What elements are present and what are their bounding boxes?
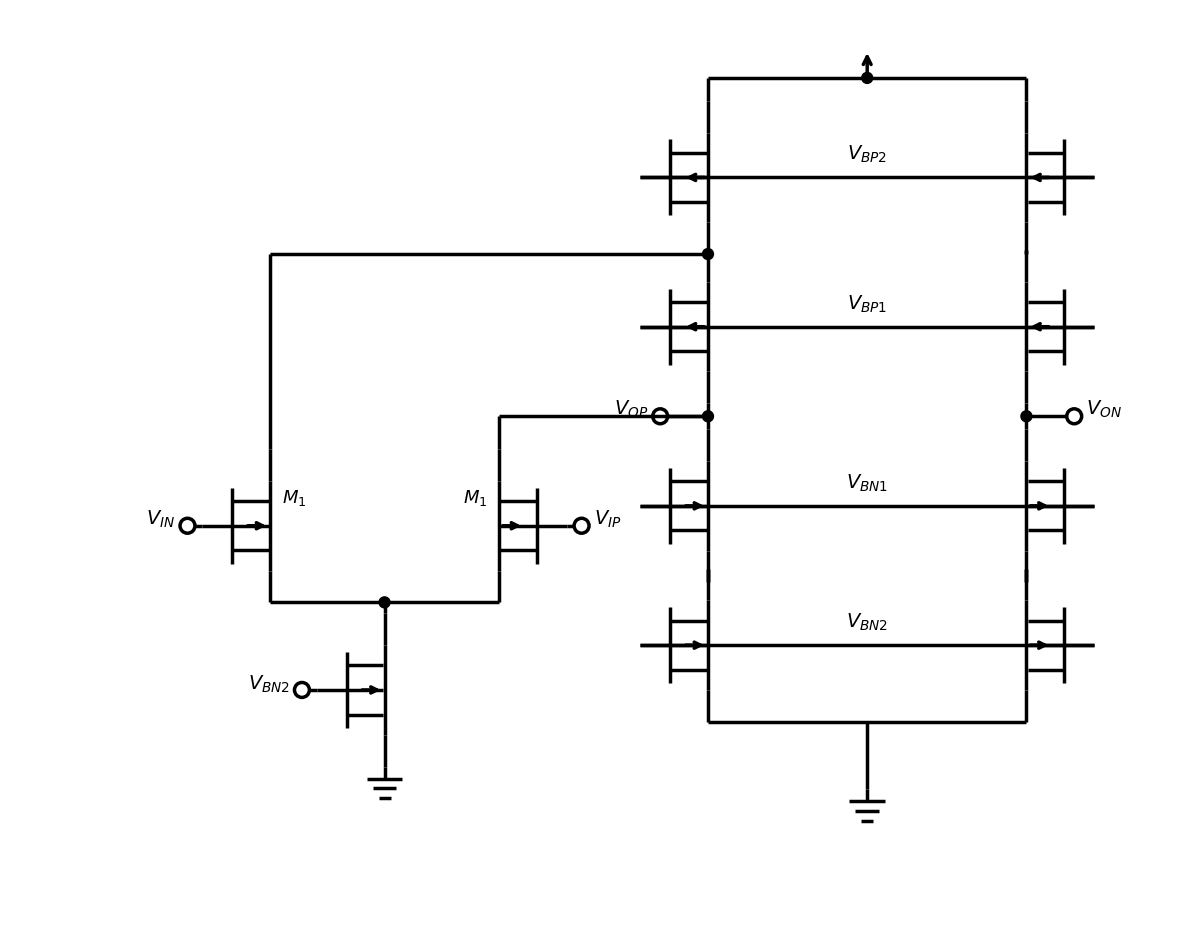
Circle shape — [703, 411, 713, 422]
Text: $M_1$: $M_1$ — [462, 488, 487, 508]
Text: $V_{IN}$: $V_{IN}$ — [146, 509, 176, 531]
Circle shape — [1021, 411, 1032, 422]
Text: $V_{BN2}$: $V_{BN2}$ — [846, 612, 888, 633]
Text: $V_{IP}$: $V_{IP}$ — [594, 509, 621, 531]
Text: $V_{BP2}$: $V_{BP2}$ — [847, 144, 887, 166]
Text: $M_1$: $M_1$ — [282, 488, 306, 508]
Text: $V_{OP}$: $V_{OP}$ — [614, 398, 649, 420]
Text: $V_{ON}$: $V_{ON}$ — [1086, 398, 1122, 420]
Text: $V_{BP1}$: $V_{BP1}$ — [847, 293, 887, 315]
Circle shape — [862, 73, 873, 83]
Circle shape — [703, 249, 713, 259]
Text: $V_{BN1}$: $V_{BN1}$ — [846, 473, 888, 494]
Circle shape — [379, 597, 390, 608]
Text: $V_{BN2}$: $V_{BN2}$ — [248, 674, 290, 694]
